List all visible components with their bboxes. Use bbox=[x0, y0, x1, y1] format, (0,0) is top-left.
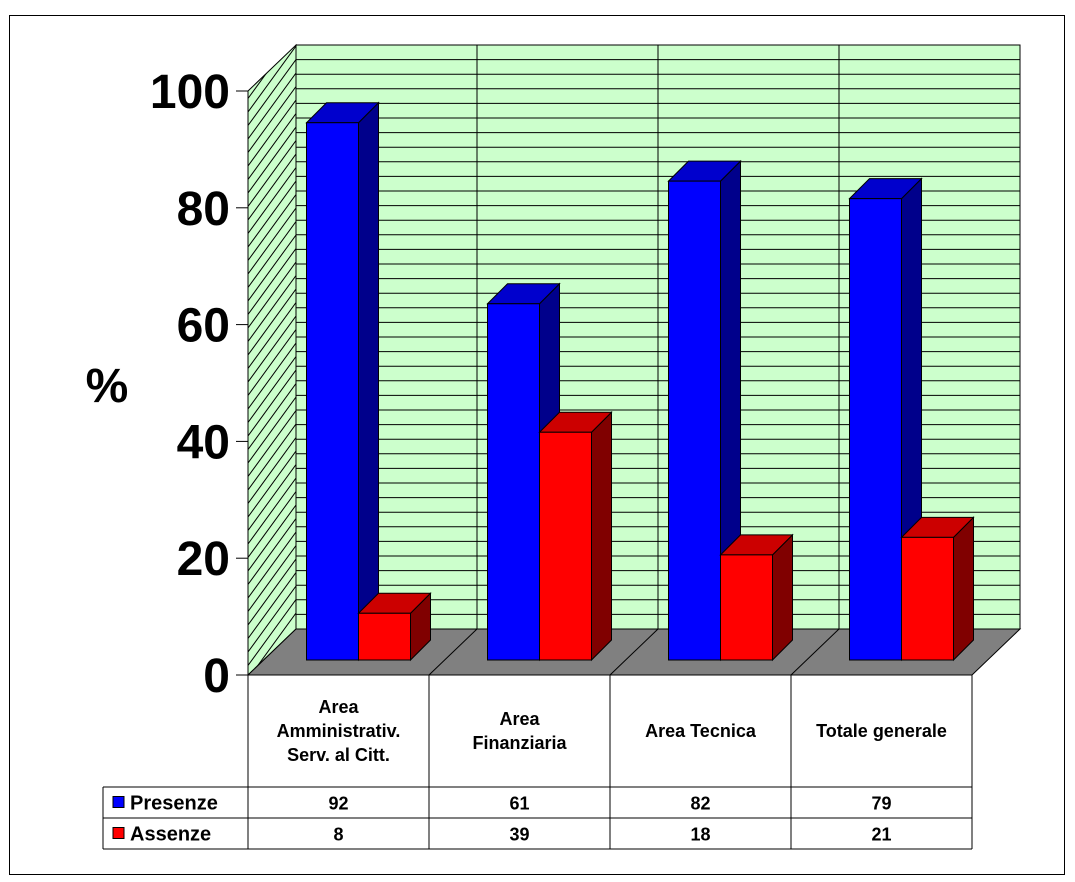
table-value: 39 bbox=[509, 825, 529, 845]
bar-front bbox=[901, 536, 954, 661]
y-tick-label: 40 bbox=[177, 416, 230, 469]
table-value: 92 bbox=[328, 794, 348, 814]
bar-side bbox=[591, 411, 612, 662]
bar-assenze-3 bbox=[900, 516, 975, 662]
y-tick-label: 60 bbox=[177, 300, 230, 353]
category-label: Finanziaria bbox=[472, 733, 567, 753]
category-label: Area Tecnica bbox=[645, 721, 757, 741]
bar-front bbox=[720, 554, 773, 661]
category-label: Area bbox=[318, 697, 359, 717]
category-label: Area bbox=[499, 709, 540, 729]
category-label: Totale generale bbox=[816, 721, 947, 741]
chart-frame bbox=[9, 15, 1065, 875]
floor-divider bbox=[428, 628, 478, 676]
legend-key-assenze bbox=[112, 827, 125, 839]
y-tick-label: 80 bbox=[177, 183, 230, 236]
bar-front bbox=[668, 180, 721, 661]
legend-key-presenze bbox=[112, 796, 125, 808]
bar-front bbox=[849, 198, 902, 661]
bar-side bbox=[953, 516, 974, 662]
bar-assenze-1 bbox=[538, 411, 613, 662]
bar-assenze-2 bbox=[719, 533, 794, 662]
bar-presenze-0 bbox=[305, 101, 380, 662]
table-value: 18 bbox=[690, 825, 710, 845]
bar-side bbox=[772, 533, 793, 662]
bar-side bbox=[358, 101, 379, 662]
table-value: 21 bbox=[871, 825, 891, 845]
y-axis-label: % bbox=[86, 360, 129, 413]
legend-label-presenze: Presenze bbox=[130, 793, 218, 815]
table-value: 82 bbox=[690, 794, 710, 814]
floor-divider bbox=[790, 628, 840, 676]
y-tick-label: 20 bbox=[177, 533, 230, 586]
bar-front bbox=[487, 303, 540, 661]
table-value: 8 bbox=[333, 825, 343, 845]
bar-front bbox=[306, 122, 359, 661]
table-value: 61 bbox=[509, 794, 529, 814]
legend-label-assenze: Assenze bbox=[130, 824, 211, 846]
y-tick-label: 100 bbox=[150, 66, 230, 119]
bar-front bbox=[358, 612, 411, 661]
floor-divider bbox=[609, 628, 659, 676]
bar-assenze-0 bbox=[357, 592, 432, 662]
side-wall-hatching bbox=[248, 45, 296, 675]
category-label: Serv. al Citt. bbox=[287, 745, 390, 765]
y-tick-label: 0 bbox=[203, 650, 230, 703]
table-value: 79 bbox=[871, 794, 891, 814]
side-wall bbox=[247, 43, 297, 677]
bar-front bbox=[539, 431, 592, 661]
bar-presenze-2 bbox=[667, 159, 742, 662]
category-label: Amministrativ. bbox=[277, 721, 401, 741]
